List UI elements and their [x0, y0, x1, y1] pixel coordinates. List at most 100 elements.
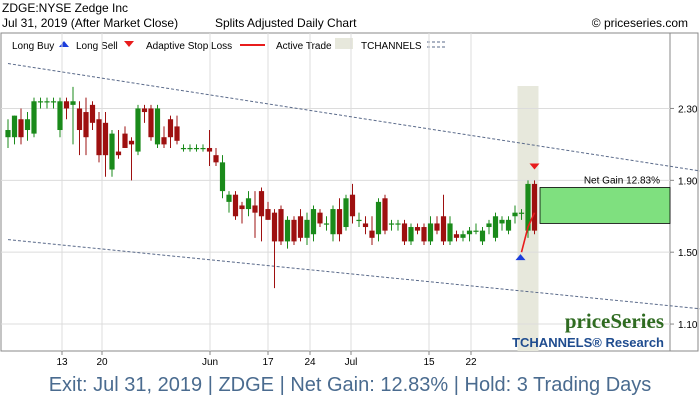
candle-body: [232, 194, 239, 217]
candle-body: [317, 212, 323, 224]
candle-body: [200, 147, 206, 150]
chart-subtitle-date: Jul 31, 2019 (After Market Close): [2, 16, 179, 30]
candle-body: [31, 101, 37, 134]
candle-body: [375, 201, 382, 235]
copyright-link[interactable]: © priceseries.com: [591, 16, 688, 30]
candle-body: [499, 219, 505, 224]
candle-body: [401, 223, 408, 242]
x-tick-label: Jun: [202, 357, 218, 368]
candlesticks: [5, 86, 538, 289]
candle-body: [115, 151, 122, 156]
candle-body: [408, 227, 414, 242]
candle-body: [122, 133, 128, 148]
candle-body: [512, 212, 518, 217]
candle-body: [492, 216, 499, 238]
candle-body: [427, 223, 434, 242]
x-tick-label: Jul: [345, 357, 358, 368]
candle-body: [206, 147, 213, 152]
long-sell-arrow-icon: [124, 41, 134, 47]
x-tick-label: 13: [56, 357, 68, 368]
candle-body: [187, 147, 193, 150]
candle-body: [323, 223, 330, 225]
candle-body: [336, 209, 343, 235]
candle-body: [460, 234, 466, 238]
legend-adaptive-stop-label: Adaptive Stop Loss: [146, 41, 232, 52]
candle-body: [37, 101, 44, 103]
candle-body: [57, 101, 63, 131]
candle-body: [245, 198, 252, 210]
legend-active-trade-label: Active Trade: [276, 41, 332, 52]
candle-body: [148, 108, 154, 138]
candle-body: [180, 147, 187, 150]
candle-body: [135, 108, 141, 152]
candle-body: [440, 216, 447, 242]
candle-body: [258, 191, 265, 217]
candle-body: [213, 155, 219, 163]
candle-body: [291, 219, 297, 242]
candle-body: [466, 230, 473, 235]
candle-body: [356, 219, 362, 222]
candle-body: [369, 230, 375, 238]
net-gain-box: [539, 187, 671, 224]
candle-body: [141, 108, 148, 113]
candle-body: [414, 227, 421, 231]
brand-research-text: TCHANNELS® Research: [512, 335, 664, 350]
grid-layer: [1, 33, 670, 351]
y-tick-label: 1.90: [678, 176, 698, 187]
brand-logo-text: priceSeries: [565, 309, 664, 333]
candle-body: [479, 230, 486, 242]
candle-body: [50, 101, 57, 103]
candle-body: [96, 119, 102, 156]
candle-body: [252, 205, 258, 213]
candle-body: [343, 198, 349, 228]
candle-body: [5, 130, 11, 138]
candle-body: [193, 147, 200, 150]
candle-body: [453, 234, 460, 238]
candle-body: [89, 104, 96, 123]
candle-body: [219, 162, 226, 192]
x-tick-label: 24: [304, 357, 316, 368]
active-trade-swatch: [335, 38, 353, 49]
tchannel-upper-line: [7, 63, 700, 172]
candle-body: [421, 227, 427, 242]
long-buy-marker-icon: [515, 254, 526, 261]
candle-body: [388, 223, 395, 225]
candle-body: [505, 219, 512, 231]
candle-body: [447, 223, 453, 242]
net-gain-label: Net Gain 12.83%: [584, 176, 660, 187]
x-tick-label: 17: [262, 357, 274, 368]
y-tick-label: 2.30: [678, 104, 698, 115]
candle-body: [63, 101, 70, 109]
candle-body: [518, 212, 525, 214]
candle-body: [226, 194, 232, 202]
candle-body: [525, 183, 531, 231]
candle-body: [167, 119, 174, 138]
candle-body: [395, 223, 401, 225]
candle-body: [284, 219, 291, 242]
candle-body: [531, 183, 538, 231]
candle-body: [161, 137, 167, 145]
candle-body: [70, 101, 76, 105]
candle-body: [83, 112, 89, 138]
trade-summary-footer: Exit: Jul 31, 2019 | ZDGE | Net Gain: 12…: [48, 374, 652, 396]
candle-body: [128, 140, 135, 145]
chart-title: ZDGE:NYSE Zedge Inc: [2, 1, 129, 15]
candle-body: [278, 209, 284, 242]
candle-body: [11, 115, 18, 138]
candle-body: [362, 223, 369, 228]
candle-body: [265, 209, 271, 220]
candle-body: [304, 219, 310, 238]
chart-subtitle-type: Splits Adjusted Daily Chart: [215, 16, 357, 30]
x-tick-label: 15: [423, 357, 435, 368]
y-tick-label: 1.10: [678, 320, 698, 331]
candle-body: [382, 198, 388, 231]
candle-body: [76, 108, 83, 131]
x-tick-label: 22: [465, 357, 477, 368]
legend: Long Buy Long Sell Adaptive Stop Loss Ac…: [12, 38, 447, 52]
candle-body: [310, 209, 317, 235]
legend-long-sell-label: Long Sell: [76, 41, 118, 52]
candle-body: [154, 108, 161, 145]
candle-body: [349, 194, 356, 217]
candle-body: [102, 122, 109, 156]
candle-body: [330, 209, 336, 235]
